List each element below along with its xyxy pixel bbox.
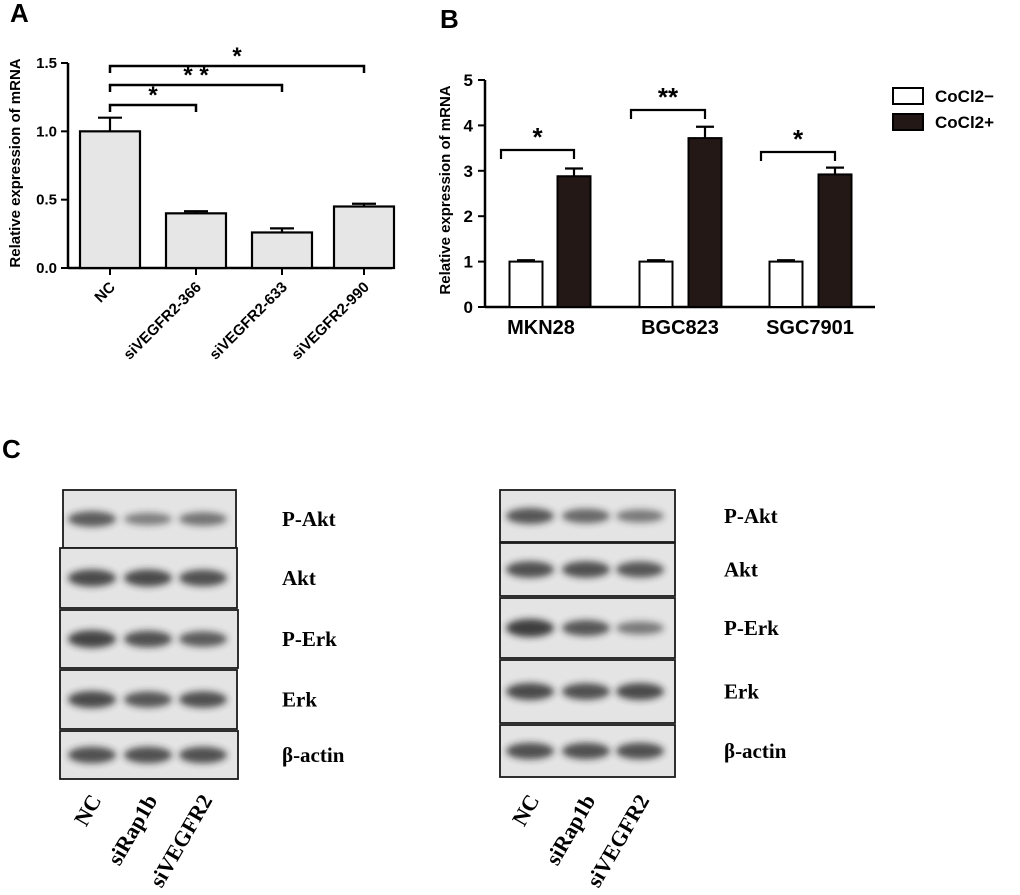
bar-sivegfr2-366 <box>164 212 228 270</box>
blot-band <box>68 630 116 648</box>
blot-band <box>506 683 554 700</box>
blot-band <box>616 561 664 578</box>
significance-label: * <box>148 82 158 109</box>
y-tick-label: 0.5 <box>36 192 57 209</box>
blot-band <box>179 746 227 764</box>
bar-mkn28-cocl2-plus <box>556 175 592 308</box>
chart-a-ylabel: Relative expression of mRNA <box>7 58 24 267</box>
blot-band <box>68 511 116 527</box>
blot-band <box>616 621 664 635</box>
blot-band <box>616 509 664 523</box>
blot-protein-label: P-Erk <box>724 616 779 640</box>
chart-b-ylabel: Relative expression of mRNA <box>437 85 454 294</box>
y-tick-label: 0 <box>464 298 473 317</box>
y-tick-label: 0.0 <box>36 260 57 277</box>
legend-label: CoCl2+ <box>935 113 994 132</box>
blot-band <box>506 508 554 524</box>
legend-label: CoCl2− <box>935 87 994 106</box>
legend-swatch <box>892 113 924 131</box>
blot-band <box>506 619 554 637</box>
blot-band <box>562 742 610 760</box>
significance-bracket <box>108 83 284 92</box>
y-tick-label: 1.5 <box>36 55 57 72</box>
blot-protein-label: β-actin <box>282 743 345 767</box>
blot-band <box>179 569 227 587</box>
x-tick-label-bgc823: BGC823 <box>641 317 719 339</box>
bar-sgc7901-cocl2-minus <box>768 260 804 309</box>
bar-bgc823-cocl2-minus <box>638 260 674 309</box>
blot-protein-label: Akt <box>724 558 758 582</box>
blot-protein-label: Akt <box>282 566 316 590</box>
bar-sivegfr2-990 <box>332 205 396 270</box>
blot-band <box>616 683 664 700</box>
blot-lane-label-nc: NC <box>69 790 107 830</box>
blot-band <box>124 630 172 648</box>
x-tick-label-sivegfr2-990: siVEGFR2-990 <box>288 279 373 364</box>
blot-band <box>506 561 554 578</box>
significance-bracket <box>629 108 707 119</box>
x-tick-label-sivegfr2-366: siVEGFR2-366 <box>120 279 205 364</box>
y-tick-label: 5 <box>464 71 473 90</box>
blot-band <box>562 561 610 578</box>
blot-band <box>179 631 227 647</box>
bar-mkn28-cocl2-minus <box>508 260 544 309</box>
bar-bgc823-cocl2-plus <box>687 137 723 308</box>
y-tick-label: 1.0 <box>36 123 57 140</box>
blot-band <box>562 683 610 700</box>
blot-protein-label: P-Erk <box>282 627 337 651</box>
y-tick-label: 3 <box>464 162 473 181</box>
blot-band <box>562 620 610 636</box>
blot-band <box>506 742 554 760</box>
chart-b: Relative expression of mRNA 0 1 2 3 4 5 MKN28 B… <box>437 71 994 339</box>
bar-sivegfr2-633 <box>250 231 314 270</box>
significance-label: * <box>793 124 804 154</box>
x-tick-label-nc: NC <box>91 279 118 306</box>
panel-label-c: C <box>2 434 21 464</box>
significance-bracket <box>759 150 837 161</box>
blot-lane-label-sirap1b: siRap1b <box>102 790 162 869</box>
x-tick-label-sgc7901: SGC7901 <box>766 317 854 339</box>
blot-band <box>124 691 172 708</box>
blot-band <box>68 746 116 764</box>
blot-band <box>179 512 227 526</box>
blot-band <box>124 746 172 764</box>
blot-protein-label: P-Akt <box>724 504 778 528</box>
x-tick-label-mkn28: MKN28 <box>507 317 575 339</box>
blot-protein-label: P-Akt <box>282 507 336 531</box>
blot-lane-label-nc: NC <box>507 790 545 830</box>
bar-nc <box>78 130 142 270</box>
blot-lane-label-sirap1b: siRap1b <box>540 790 600 869</box>
blot-protein-label: β-actin <box>724 739 787 763</box>
significance-label: * <box>232 43 242 70</box>
bar-sgc7901-cocl2-plus <box>817 173 853 308</box>
blot-band <box>179 691 227 708</box>
x-tick-label-sivegfr2-633: siVEGFR2-633 <box>206 279 291 364</box>
blot-band <box>562 508 610 524</box>
significance-bracket <box>108 64 366 73</box>
blot-band <box>124 569 172 587</box>
chart-a: Relative expression of mRNA 0.0 0.5 1.0 1.5… <box>7 43 396 364</box>
significance-label: * <box>532 122 543 152</box>
y-tick-label: 1 <box>464 253 473 272</box>
legend-swatch <box>892 87 924 105</box>
significance-label: ** <box>658 82 679 112</box>
y-tick-label: 4 <box>464 116 474 135</box>
panel-label-b: B <box>440 4 459 34</box>
blot-band <box>616 742 664 760</box>
chart-b-legend: CoCl2− CoCl2+ <box>892 87 994 132</box>
panel-label-a: A <box>10 0 29 28</box>
significance-bracket <box>499 148 576 159</box>
blot-protein-label: Erk <box>724 680 759 704</box>
blot-band <box>68 691 116 708</box>
significance-bracket <box>108 103 198 112</box>
blot-band <box>124 512 172 526</box>
blot-protein-label: Erk <box>282 688 317 712</box>
blot-band <box>68 569 116 587</box>
y-tick-label: 2 <box>464 207 473 226</box>
